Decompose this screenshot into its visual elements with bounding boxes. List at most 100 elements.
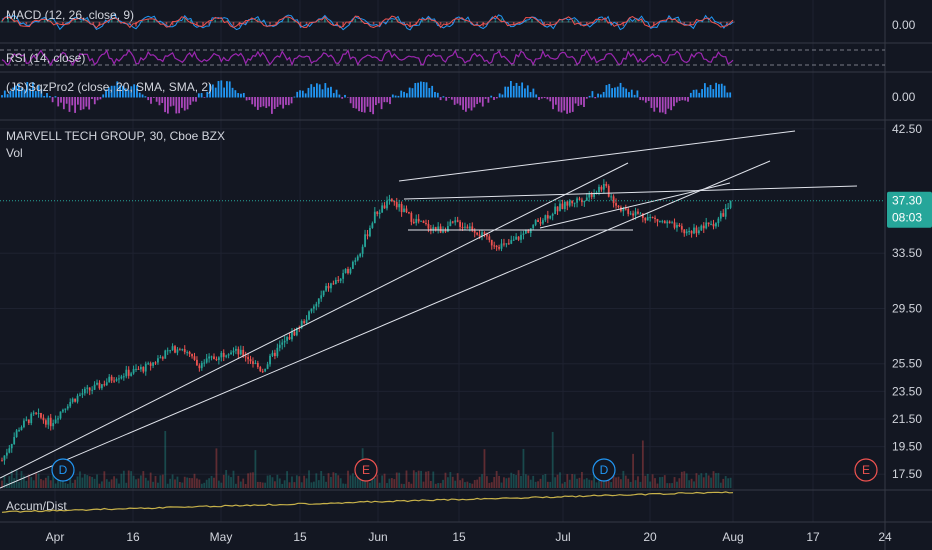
rsi-pane[interactable] — [1, 48, 734, 67]
candle-body — [144, 363, 147, 372]
candlestick-series[interactable] — [1, 179, 732, 465]
macd-histogram-bar — [689, 22, 692, 25]
macd-histogram-bar — [43, 19, 46, 23]
candle-body — [729, 200, 732, 208]
squeeze-bar — [285, 97, 287, 105]
macd-histogram-bar — [403, 22, 405, 24]
candle-body — [361, 246, 364, 254]
candle-body — [205, 358, 208, 363]
squeeze-bar — [318, 84, 321, 98]
volume-bar — [386, 483, 388, 488]
squeeze-bar — [363, 97, 366, 113]
candle-body — [512, 239, 515, 241]
candle-body — [139, 366, 142, 370]
price-tick-label: 21.50 — [892, 412, 922, 426]
macd-histogram-bar — [232, 22, 235, 26]
squeeze-bar — [434, 91, 436, 98]
rsi-label[interactable]: RSI (14, close) — [6, 51, 86, 65]
squeeze-bar — [715, 82, 718, 98]
candle-body — [561, 203, 564, 209]
squeeze-bar — [695, 89, 698, 98]
trendlines[interactable] — [0, 130, 885, 489]
volume-bar — [52, 474, 55, 488]
time-tick-label: 20 — [643, 530, 657, 544]
candle-body — [330, 283, 332, 289]
candle-body — [578, 198, 581, 200]
macd-histogram-bar — [586, 22, 588, 24]
trendline — [398, 130, 796, 182]
macd-histogram-bar — [287, 17, 290, 23]
squeeze-bar — [546, 97, 549, 100]
candle-body — [64, 408, 67, 410]
volume-bar — [161, 474, 164, 488]
squeeze-bar — [290, 97, 293, 104]
candle-body — [113, 380, 115, 382]
squeeze-bar — [240, 93, 242, 98]
squeeze-bar — [77, 97, 79, 105]
macd-histogram-bar — [19, 22, 22, 24]
volume-bar — [444, 472, 447, 488]
volume-bar — [676, 481, 678, 488]
candle-body — [149, 363, 152, 366]
squeeze-bar — [91, 97, 93, 100]
squeeze-bar — [599, 94, 602, 98]
volume-bar — [649, 481, 652, 488]
squeeze-label[interactable]: (JS)SqzPro2 (close, 20, SMA, SMA, 2) — [6, 80, 213, 94]
accum-dist-pane[interactable] — [1, 491, 734, 513]
squeeze-bar — [512, 85, 515, 98]
volume-bar — [398, 472, 401, 488]
squeeze-bar — [594, 97, 597, 99]
volume-bar — [532, 475, 535, 488]
volume-bar — [598, 480, 600, 488]
candle-body — [627, 209, 630, 214]
candle-body — [583, 200, 586, 203]
candle-body — [288, 337, 291, 340]
candle-body — [166, 350, 169, 352]
candle-body — [235, 348, 237, 351]
squeeze-bar — [254, 97, 256, 107]
time-tick-label: 24 — [878, 530, 892, 544]
volume-bar — [181, 482, 184, 488]
volume-bar — [371, 479, 374, 488]
candle-body — [485, 234, 488, 237]
squeeze-bar — [703, 83, 706, 98]
chart-title[interactable]: MARVELL TECH GROUP, 30, Cboe BZX — [6, 129, 225, 143]
squeeze-bar — [296, 91, 299, 98]
volume-bar — [451, 476, 454, 488]
candle-body — [386, 200, 388, 209]
squeeze-bar — [445, 97, 448, 101]
candle-body — [3, 455, 6, 461]
price-axis[interactable]: 42.50 33.50 29.50 25.50 23.50 21.50 19.50 17.50… — [892, 18, 922, 481]
time-tick-label: Apr — [46, 530, 65, 544]
candle-body — [605, 183, 608, 186]
candle-body — [291, 331, 293, 340]
squeeze-bar — [32, 82, 34, 98]
time-axis[interactable]: Apr 16 May 15 Jun 15 Jul 20 Aug 17 24 — [46, 530, 892, 544]
volume-bar — [568, 479, 571, 488]
candle-body — [164, 350, 167, 359]
candle-body — [44, 420, 47, 425]
squeeze-pane[interactable] — [1, 80, 732, 115]
squeeze-bar — [692, 89, 695, 98]
candle-body — [247, 356, 250, 360]
candle-body — [101, 384, 103, 389]
macd-histogram-bar — [549, 22, 552, 25]
squeeze-bar — [465, 97, 467, 112]
macd-pane[interactable] — [0, 13, 735, 31]
volume-bar — [622, 470, 625, 488]
candle-body — [449, 221, 452, 227]
squeeze-bar — [315, 83, 318, 98]
candle-body — [408, 212, 410, 214]
volume-bar — [429, 480, 432, 488]
squeeze-bar — [386, 97, 389, 103]
macd-label[interactable]: MACD (12, 26, close, 9) — [6, 8, 135, 22]
macd-histogram-bar — [628, 19, 631, 23]
squeeze-bar — [540, 97, 543, 99]
time-tick-label: 17 — [806, 530, 820, 544]
volume-label[interactable]: Vol — [6, 146, 23, 160]
accum-dist-label[interactable]: Accum/Dist — [6, 499, 67, 513]
volume-bar — [515, 475, 518, 488]
volume-bar — [339, 478, 342, 488]
